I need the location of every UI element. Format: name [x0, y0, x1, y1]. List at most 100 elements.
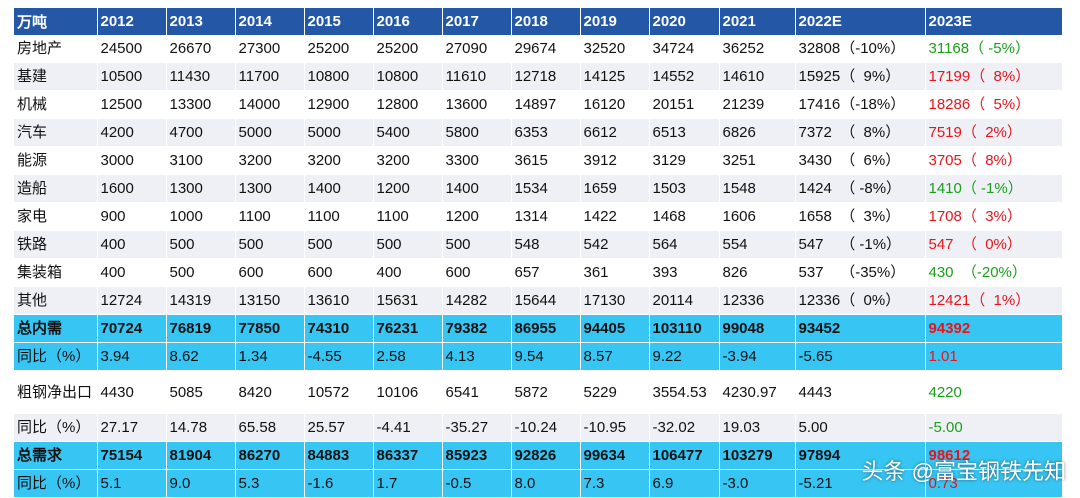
cell: 86955	[511, 314, 581, 343]
table-row: 集装箱 400 500 600 600 400 600 657 361 393 826 537 （-3…	[14, 258, 1063, 287]
cell: 12724	[97, 286, 167, 315]
cell: 34724	[649, 35, 720, 63]
cell: 7.3	[580, 469, 650, 498]
cell: 3200	[235, 146, 305, 175]
cell: 1410（ -1%）	[925, 174, 1063, 203]
cell: 18286（ 5%）	[925, 90, 1063, 119]
cell: 5400	[373, 118, 443, 147]
cell: 6541	[442, 370, 512, 414]
row-label: 汽车	[14, 118, 98, 147]
cell: 1400	[304, 174, 374, 203]
cell: 8.62	[166, 342, 236, 371]
header-cell: 2017	[442, 8, 512, 35]
cell: 5229	[580, 370, 650, 414]
cell: 13300	[166, 90, 236, 119]
cell: 4220	[925, 370, 1063, 414]
cell: 84883	[304, 441, 374, 470]
cell: 77850	[235, 314, 305, 343]
header-cell: 2015	[304, 8, 374, 35]
cell: 12500	[97, 90, 167, 119]
table-row: 机械 12500 13300 14000 12900 12800 13600 14897 161…	[14, 90, 1063, 119]
cell: 94405	[580, 314, 650, 343]
cell: 1.7	[373, 469, 443, 498]
cell: 99634	[580, 441, 650, 470]
cell: 500	[166, 258, 236, 287]
cell: 10106	[373, 370, 443, 414]
data-table: 万吨 2012 2013 2014 2015 2016 2017 2018 2019 2020 20…	[14, 8, 1063, 498]
header-cell: 2021	[719, 8, 796, 35]
cell: 27300	[235, 35, 305, 63]
header-cell: 2019	[580, 8, 650, 35]
cell: 10572	[304, 370, 374, 414]
cell: 17199（ 8%）	[925, 62, 1063, 91]
cell: 400	[97, 230, 167, 259]
cell: 15925（ 9%）	[795, 62, 926, 91]
cell: 7519（ 2%）	[925, 118, 1063, 147]
cell: 3129	[649, 146, 720, 175]
cell: 6826	[719, 118, 796, 147]
table-row: 房地产 24500 26670 27300 25200 25200 27090 29674 32…	[14, 35, 1063, 63]
cell: -10.95	[580, 413, 650, 442]
cell: 9.0	[166, 469, 236, 498]
cell: 1658 （ 3%）	[795, 202, 926, 231]
cell: -5.65	[795, 342, 926, 371]
cell: 76819	[166, 314, 236, 343]
table-row: 同比（%） 3.94 8.62 1.34 -4.55 2.58 4.13 9.54 8.57 9.…	[14, 342, 1063, 371]
cell: 14.78	[166, 413, 236, 442]
cell: 3705（ 8%）	[925, 146, 1063, 175]
cell: 6612	[580, 118, 650, 147]
cell: 79382	[442, 314, 512, 343]
row-label: 集装箱	[14, 258, 98, 287]
cell: 400	[97, 258, 167, 287]
row-label: 粗钢净出口	[14, 370, 98, 414]
cell: 103279	[719, 441, 796, 470]
cell: 1200	[442, 202, 512, 231]
cell: 5.1	[97, 469, 167, 498]
cell: 3200	[373, 146, 443, 175]
header-cell: 2020	[649, 8, 720, 35]
cell: 12336（ 0%）	[795, 286, 926, 315]
cell: 32808（-10%）	[795, 35, 926, 63]
cell: 1468	[649, 202, 720, 231]
cell: 13600	[442, 90, 512, 119]
cell: 4.13	[442, 342, 512, 371]
cell: 12900	[304, 90, 374, 119]
cell: 1300	[235, 174, 305, 203]
table-row: 铁路 400 500 500 500 500 500 548 542 564 554 547 （ -1…	[14, 230, 1063, 259]
cell: 15644	[511, 286, 581, 315]
cell: 1606	[719, 202, 796, 231]
cell: 12800	[373, 90, 443, 119]
cell: 14552	[649, 62, 720, 91]
cell: 93452	[795, 314, 926, 343]
cell: 1000	[166, 202, 236, 231]
cell: 92826	[511, 441, 581, 470]
cell: -4.41	[373, 413, 443, 442]
cell: 1300	[166, 174, 236, 203]
cell: 1659	[580, 174, 650, 203]
cell: -35.27	[442, 413, 512, 442]
cell: 12718	[511, 62, 581, 91]
table-wrap: 万吨 2012 2013 2014 2015 2016 2017 2018 2019 2020 20…	[14, 8, 1063, 498]
cell: 500	[442, 230, 512, 259]
cell: 12336	[719, 286, 796, 315]
cell: 657	[511, 258, 581, 287]
cell: 14125	[580, 62, 650, 91]
cell: 21239	[719, 90, 796, 119]
cell: -10.24	[511, 413, 581, 442]
cell: 3300	[442, 146, 512, 175]
cell: 6353	[511, 118, 581, 147]
cell: 6513	[649, 118, 720, 147]
cell: 76231	[373, 314, 443, 343]
cell: 94392	[925, 314, 1063, 343]
cell: 1422	[580, 202, 650, 231]
row-label: 总内需	[14, 314, 98, 343]
cell: 600	[235, 258, 305, 287]
cell: 15631	[373, 286, 443, 315]
cell: -5.00	[925, 413, 1063, 442]
header-cell: 万吨	[14, 8, 98, 35]
cell: 500	[235, 230, 305, 259]
cell: 5.00	[795, 413, 926, 442]
cell: 5.3	[235, 469, 305, 498]
cell: 26670	[166, 35, 236, 63]
cell: 826	[719, 258, 796, 287]
